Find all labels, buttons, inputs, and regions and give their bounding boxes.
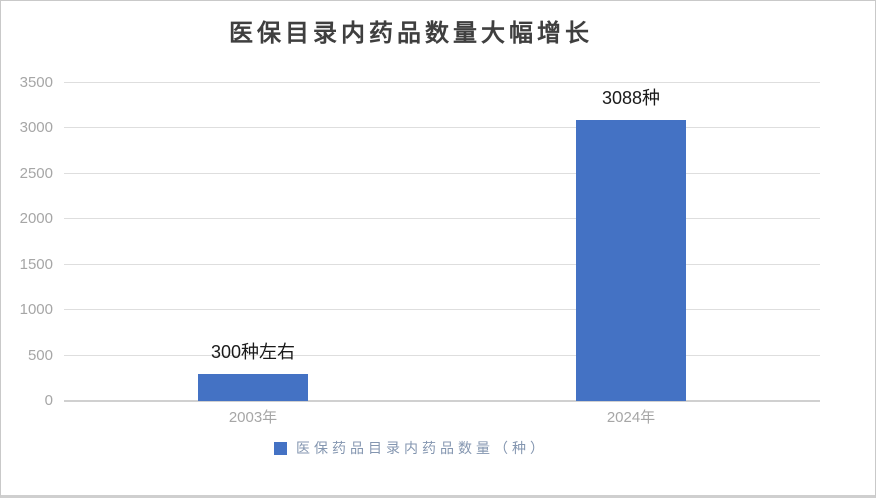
bar-2024年: [576, 120, 686, 401]
y-axis-tick-label: 3000: [19, 119, 53, 137]
gridline: [64, 263, 820, 265]
x-axis-category-label: 2003年: [228, 409, 278, 426]
x-axis-category-label: 2024年: [606, 409, 656, 426]
bar-data-label: 300种左右: [210, 342, 296, 362]
gridline: [64, 354, 820, 356]
bar-2003年: [198, 374, 308, 401]
legend-series-label: 医保药品目录内药品数量（种）: [296, 440, 548, 456]
y-axis-tick-label: 500: [27, 346, 53, 364]
y-axis-tick-label: 1500: [19, 255, 53, 273]
y-axis-tick-label: 2500: [19, 164, 53, 182]
y-axis-tick-label: 1000: [19, 301, 53, 319]
gridline: [64, 218, 820, 220]
gridline: [64, 172, 820, 174]
chart-title: 医保目录内药品数量大幅增长: [229, 20, 593, 47]
gridline: [64, 309, 820, 311]
gridline: [64, 82, 820, 83]
y-axis-tick-label: 0: [44, 392, 53, 409]
gridline: [64, 127, 820, 129]
legend: 医保药品目录内药品数量（种）: [1, 438, 821, 458]
bar-data-label: 3088种: [601, 88, 661, 108]
y-axis-tick-label: 2000: [19, 210, 53, 228]
y-axis-tick-label: 3500: [19, 74, 53, 91]
x-axis-line: [64, 400, 820, 402]
legend-marker-icon: [274, 441, 287, 455]
